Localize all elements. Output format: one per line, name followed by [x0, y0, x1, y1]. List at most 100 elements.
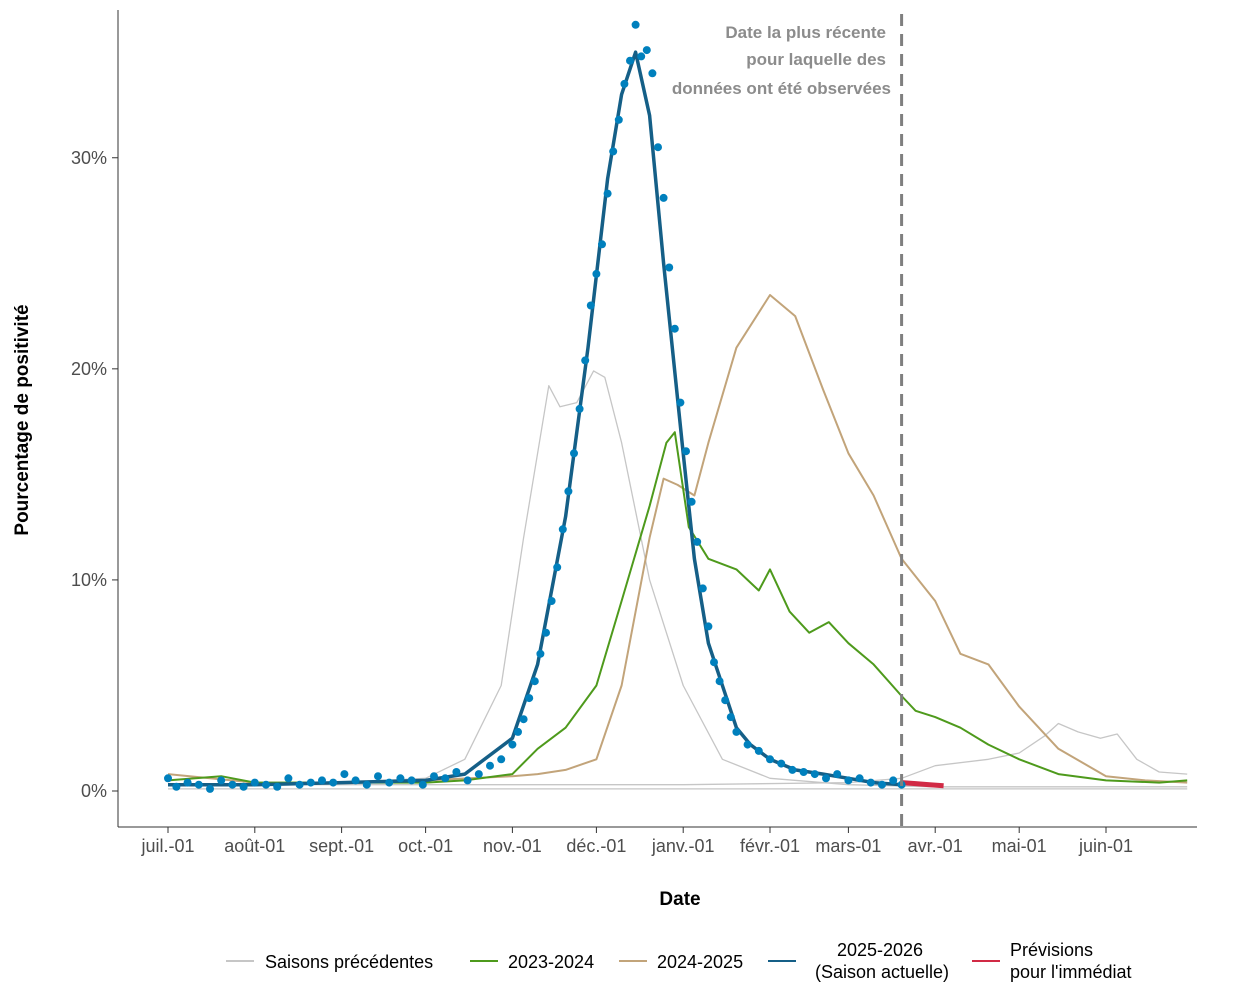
annotation-line-3: données ont été observées	[672, 79, 891, 98]
data-point	[183, 778, 192, 787]
data-point	[564, 487, 573, 496]
data-point	[351, 776, 360, 785]
data-point	[676, 398, 685, 407]
data-point	[754, 746, 763, 755]
series-line-s2024	[167, 294, 1188, 784]
data-point	[743, 740, 752, 749]
data-point	[306, 778, 315, 787]
data-point	[687, 497, 696, 506]
data-point	[228, 780, 237, 789]
data-point	[777, 759, 786, 768]
data-point	[603, 189, 612, 198]
data-point	[878, 780, 886, 789]
x-tick-label: sept.-01	[309, 836, 374, 856]
data-point	[463, 776, 472, 785]
data-point	[710, 658, 718, 667]
data-point	[766, 755, 774, 764]
data-point	[620, 79, 629, 88]
data-point	[318, 776, 326, 785]
x-axis-ticks: juil.-01 août-01 sept.-01 oct.-01 nov.-01 déc…	[140, 827, 1133, 856]
data-point	[206, 784, 214, 793]
series-line-current	[168, 50, 902, 787]
data-point	[788, 765, 797, 774]
data-point	[295, 780, 304, 789]
y-tick-label: 0%	[81, 781, 107, 801]
data-point	[614, 115, 623, 124]
annotation-line-2: pour laquelle des	[746, 50, 886, 69]
data-point	[497, 755, 506, 764]
data-point	[542, 628, 550, 637]
data-point	[362, 780, 371, 789]
data-point	[682, 447, 690, 456]
data-point	[508, 740, 517, 749]
series-line-previous_a	[168, 370, 1188, 788]
data-point	[631, 20, 640, 29]
data-point	[609, 147, 618, 156]
data-point	[430, 772, 438, 781]
y-axis-ticks: 0% 10% 20% 30%	[71, 148, 118, 801]
data-point	[547, 597, 556, 605]
data-point	[575, 404, 584, 413]
x-tick-label: déc.-01	[566, 836, 626, 856]
data-point	[407, 776, 416, 785]
x-tick-label: nov.-01	[483, 836, 542, 856]
data-point	[514, 727, 522, 736]
data-point	[558, 525, 567, 534]
legend-label-previous: Saisons précédentes	[265, 952, 433, 972]
data-point	[525, 694, 534, 703]
x-tick-label: juin-01	[1078, 836, 1133, 856]
data-point	[855, 774, 864, 783]
data-point	[822, 774, 830, 783]
data-point	[659, 193, 668, 202]
data-point	[262, 780, 270, 789]
data-point	[374, 772, 382, 781]
data-point	[250, 778, 259, 787]
data-point	[715, 677, 724, 686]
y-tick-label: 30%	[71, 148, 107, 168]
data-point	[626, 56, 634, 65]
y-axis-title: Pourcentage de positivité	[12, 304, 33, 535]
series-line-previous_b	[168, 722, 1188, 786]
data-point	[665, 263, 674, 272]
data-point	[586, 301, 595, 310]
data-point	[889, 776, 898, 785]
data-point	[340, 770, 349, 779]
series-line-forecast	[901, 780, 944, 789]
data-point	[654, 143, 662, 152]
data-point	[732, 727, 741, 736]
data-point	[866, 778, 875, 787]
plot-area: 0% 10% 20% 30% juil.-01 août-01 sept.-01 oct.-…	[71, 10, 1197, 856]
x-tick-label: avr.-01	[908, 836, 963, 856]
data-point	[721, 696, 730, 705]
data-point	[810, 770, 819, 779]
x-axis-title: Date	[659, 889, 700, 910]
data-point	[698, 584, 707, 593]
legend-label-forecast-sub: pour l'immédiat	[1010, 962, 1131, 982]
data-point	[637, 52, 646, 61]
data-point	[519, 715, 528, 724]
x-tick-label: oct.-01	[398, 836, 453, 856]
data-point	[385, 778, 394, 787]
legend-label-2023-2024: 2023-2024	[508, 952, 594, 972]
data-point	[704, 622, 713, 631]
data-point	[592, 269, 601, 278]
data-point	[329, 778, 338, 787]
data-point	[452, 768, 461, 776]
data-point	[799, 768, 808, 776]
annotation: Date la plus récente pour laquelle des d…	[672, 23, 891, 98]
data-point	[217, 776, 226, 785]
legend-label-forecast: Prévisions	[1010, 940, 1093, 960]
series-line-s2023	[167, 431, 1188, 784]
y-tick-label: 10%	[71, 570, 107, 590]
points-layer	[164, 20, 906, 793]
x-tick-label: févr.-01	[740, 836, 800, 856]
legend-label-2024-2025: 2024-2025	[657, 952, 743, 972]
x-tick-label: janv.-01	[651, 836, 715, 856]
legend-label-2025-2026-sub: (Saison actuelle)	[815, 962, 949, 982]
data-point	[486, 761, 494, 770]
data-point	[441, 774, 450, 783]
data-point	[844, 776, 853, 785]
data-point	[670, 324, 679, 333]
data-point	[164, 774, 172, 783]
